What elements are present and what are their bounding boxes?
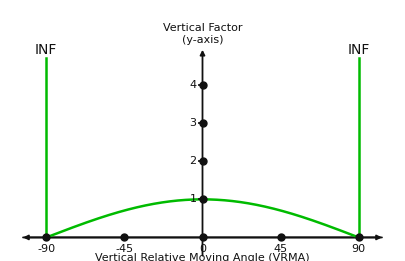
Text: 2: 2 — [189, 156, 196, 166]
Text: 90: 90 — [352, 244, 366, 254]
Text: Vertical Relative Moving Angle (VRMA): Vertical Relative Moving Angle (VRMA) — [95, 253, 310, 261]
Text: -45: -45 — [115, 244, 134, 254]
Text: 4: 4 — [189, 80, 196, 90]
Text: 3: 3 — [190, 118, 196, 128]
Text: Vertical Factor
(y-axis): Vertical Factor (y-axis) — [163, 23, 242, 45]
Text: 1: 1 — [190, 194, 196, 204]
Text: 45: 45 — [273, 244, 288, 254]
Text: 0: 0 — [199, 244, 206, 254]
Text: INF: INF — [35, 43, 58, 56]
Text: -90: -90 — [37, 244, 55, 254]
Text: INF: INF — [347, 43, 370, 56]
